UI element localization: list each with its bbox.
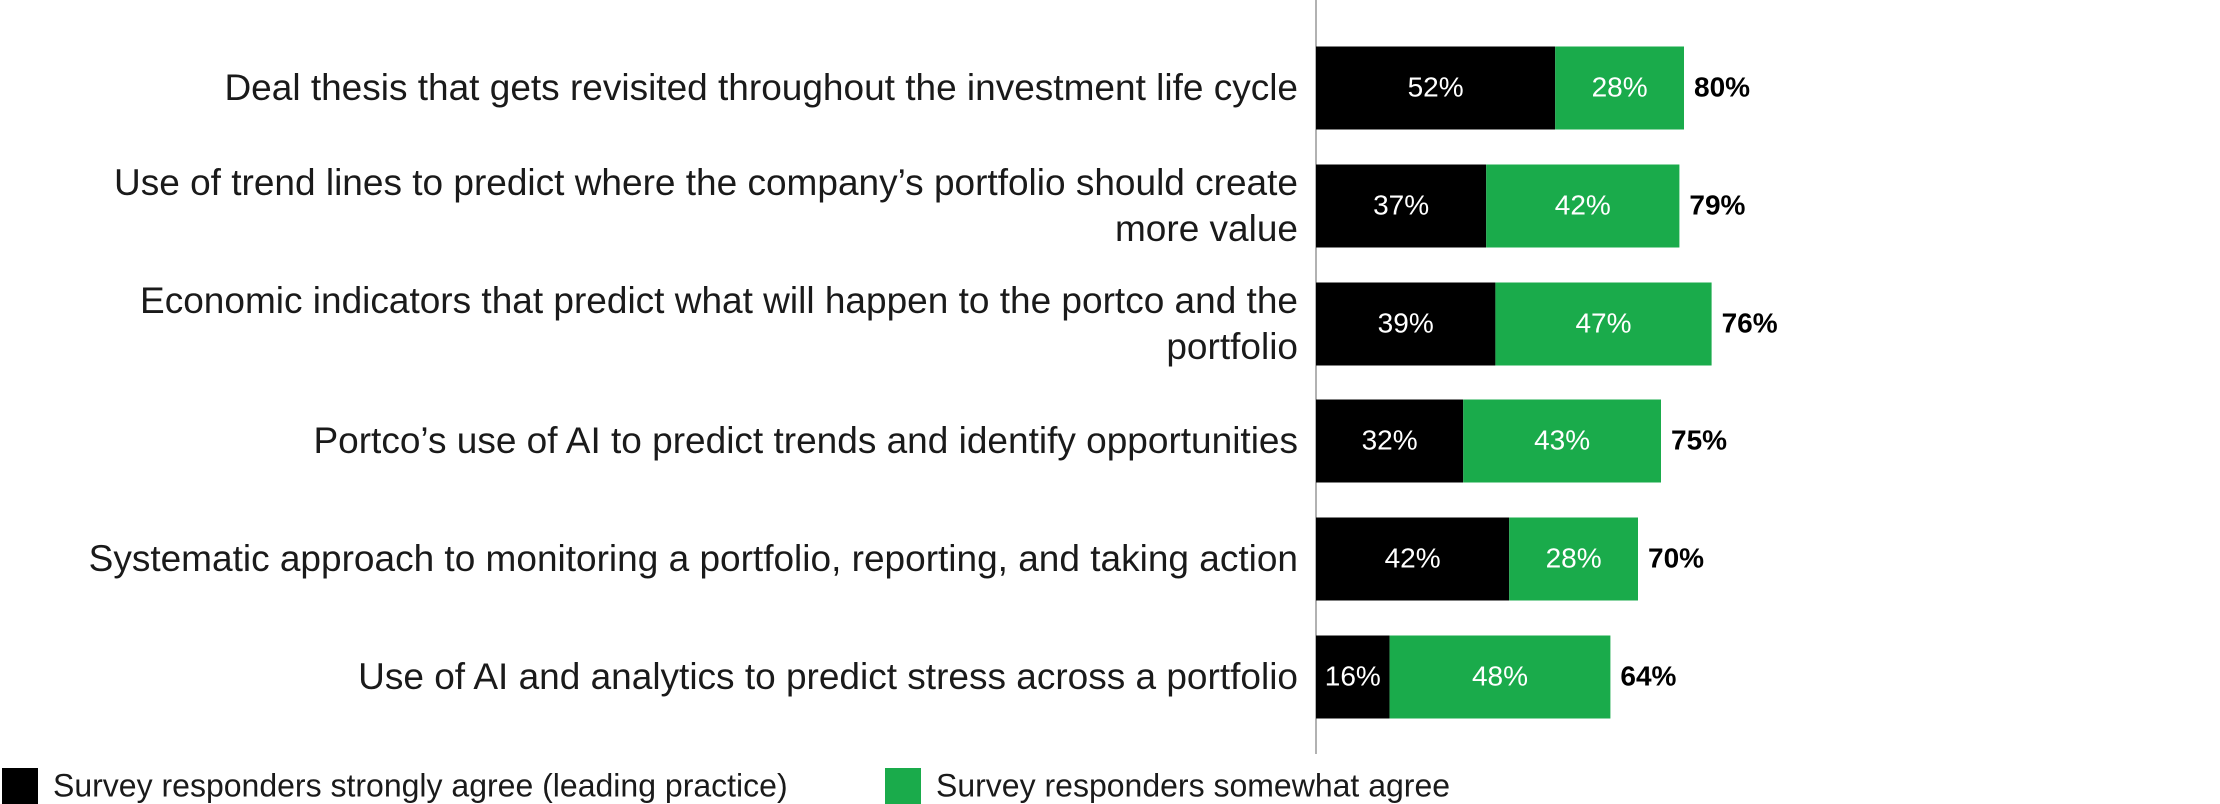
category-label: Systematic approach to monitoring a port… (88, 537, 1298, 579)
bar-segment (1316, 399, 1464, 483)
category-label: Use of trend lines to predict where the … (114, 161, 1298, 249)
bar-segment (1316, 282, 1496, 366)
value-label: 28% (1546, 542, 1602, 573)
category-label: Economic indicators that predict what wi… (140, 279, 1298, 367)
total-label: 79% (1689, 189, 1745, 220)
bar-segment (1316, 517, 1510, 601)
value-label: 52% (1408, 71, 1464, 102)
value-label: 28% (1592, 71, 1648, 102)
bar-segment (1316, 164, 1487, 248)
value-label: 43% (1534, 424, 1590, 455)
value-label: 47% (1575, 307, 1631, 338)
value-label: 42% (1385, 542, 1441, 573)
legend-label: Survey responders strongly agree (leadin… (53, 767, 788, 803)
total-label: 80% (1694, 71, 1750, 102)
bar-segment (1316, 635, 1390, 719)
value-label: 32% (1362, 424, 1418, 455)
legend-label: Survey responders somewhat agree (936, 767, 1450, 803)
value-label: 48% (1472, 660, 1528, 691)
bar-segment (1509, 517, 1638, 601)
bar-segment (1495, 282, 1712, 366)
category-label: Portco’s use of AI to predict trends and… (313, 419, 1298, 461)
bar-segment (1389, 635, 1611, 719)
legend-swatch (2, 768, 38, 804)
bar-segment (1316, 46, 1556, 130)
total-label: 76% (1722, 307, 1778, 338)
value-label: 37% (1373, 189, 1429, 220)
legend-swatch (885, 768, 921, 804)
value-label: 42% (1555, 189, 1611, 220)
category-label: Deal thesis that gets revisited througho… (224, 66, 1298, 108)
total-label: 70% (1648, 542, 1704, 573)
category-label: Use of AI and analytics to predict stres… (358, 655, 1298, 697)
bar-segment (1555, 46, 1684, 130)
value-label: 39% (1378, 307, 1434, 338)
total-label: 64% (1620, 660, 1676, 691)
bar-segment (1486, 164, 1680, 248)
bar-segment (1463, 399, 1661, 483)
value-label: 16% (1325, 660, 1381, 691)
total-label: 75% (1671, 424, 1727, 455)
